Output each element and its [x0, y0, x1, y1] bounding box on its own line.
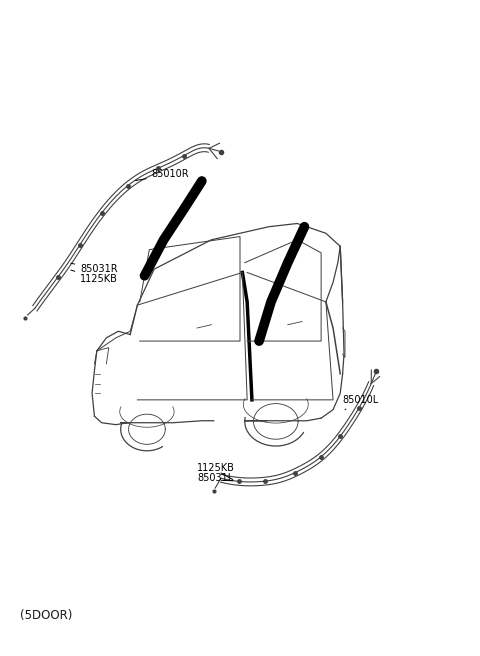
Text: 85010R: 85010R — [135, 169, 189, 180]
Text: (5DOOR): (5DOOR) — [21, 609, 73, 622]
Text: 85010L: 85010L — [343, 395, 379, 409]
Text: 1125KB: 1125KB — [197, 463, 235, 474]
Text: 85031L: 85031L — [197, 473, 233, 483]
Text: 85031R: 85031R — [71, 263, 118, 274]
Text: 1125KB: 1125KB — [71, 270, 118, 284]
